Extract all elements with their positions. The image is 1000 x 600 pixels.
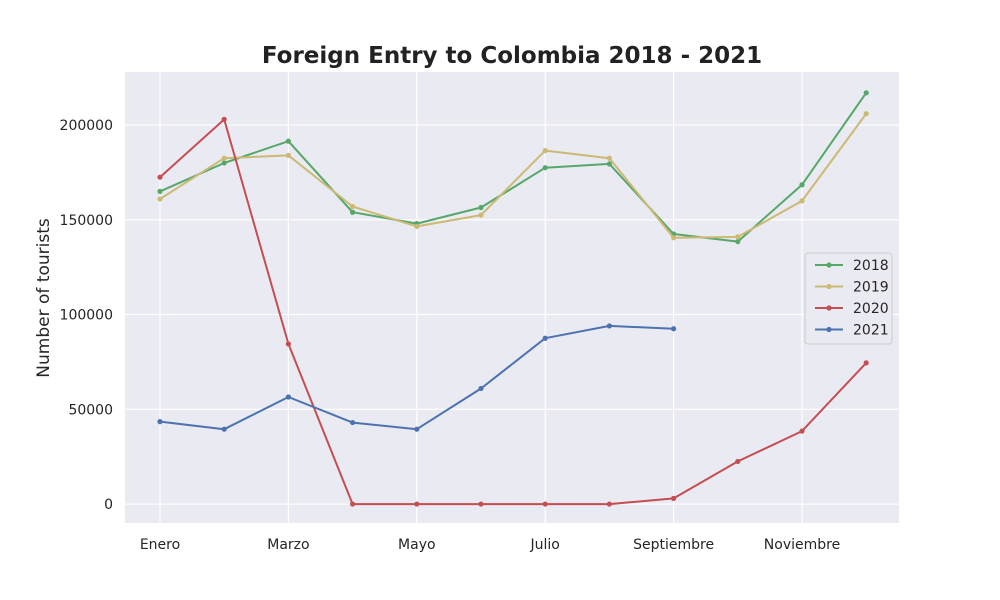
x-tick-labels: Enero Marzo Mayo Julio Septiembre Noviembre	[140, 537, 840, 553]
data-point	[671, 326, 677, 332]
legend-marker	[826, 283, 832, 290]
data-point	[799, 428, 805, 434]
data-point	[735, 234, 741, 240]
legend-marker	[826, 262, 832, 268]
legend: 2018 2019 2020 2021	[804, 252, 893, 345]
series-lines	[157, 90, 869, 507]
data-point	[478, 212, 484, 218]
data-point	[671, 235, 677, 241]
x-tick-label: Enero	[140, 537, 180, 553]
x-tick-label: Mayo	[398, 537, 436, 553]
data-point	[221, 160, 227, 166]
plot-area	[125, 72, 899, 523]
data-point	[863, 90, 869, 96]
legend-label: 2019	[853, 280, 889, 296]
y-tick-label: 100000	[60, 308, 113, 324]
data-point	[350, 501, 356, 507]
legend-item: 2019	[815, 280, 889, 296]
data-point	[221, 116, 227, 122]
data-point	[606, 501, 613, 507]
data-point	[542, 501, 548, 507]
data-point	[414, 426, 420, 432]
data-point	[221, 426, 227, 432]
legend-label: 2021	[853, 323, 889, 339]
legend-item: 2021	[815, 323, 889, 339]
data-point	[157, 196, 163, 202]
data-point	[350, 203, 356, 210]
data-point	[606, 155, 613, 161]
legend-marker	[826, 326, 832, 333]
x-tick-label: Septiembre	[633, 537, 714, 553]
data-point	[414, 501, 420, 507]
data-point	[157, 188, 163, 194]
data-point	[350, 419, 356, 426]
legend-label: 2020	[853, 301, 889, 317]
chart-title: Foreign Entry to Colombia 2018 - 2021	[262, 43, 762, 69]
x-tick-label: Noviembre	[764, 537, 840, 553]
data-point	[542, 148, 548, 154]
data-point	[285, 152, 291, 158]
y-axis-label: Number of tourists	[34, 218, 54, 378]
x-tick-label: Julio	[530, 537, 560, 553]
data-point	[863, 360, 869, 366]
data-point	[285, 341, 291, 347]
series-line	[159, 118, 867, 506]
data-point	[799, 198, 805, 204]
legend-label: 2018	[853, 258, 889, 274]
legend-marker	[826, 305, 832, 311]
data-point	[350, 209, 356, 215]
data-point	[799, 182, 805, 188]
y-tick-label: 50000	[68, 402, 113, 418]
data-point	[157, 174, 163, 180]
data-point	[542, 165, 548, 171]
y-tick-labels: 0 50000 100000 150000 200000	[60, 118, 113, 513]
legend-box	[804, 252, 893, 345]
data-point	[221, 155, 227, 161]
y-tick-label: 200000	[60, 118, 113, 134]
data-point	[735, 238, 741, 245]
data-point	[735, 458, 741, 465]
data-point	[285, 138, 291, 144]
x-tick-label: Marzo	[267, 537, 309, 553]
data-point	[478, 204, 484, 211]
legend-item: 2018	[815, 258, 889, 274]
data-point	[285, 394, 291, 400]
legend-item: 2020	[815, 301, 889, 317]
data-point	[542, 335, 548, 341]
series-2019	[157, 111, 869, 241]
data-point	[157, 419, 163, 425]
data-point	[478, 385, 484, 392]
y-tick-label: 150000	[60, 213, 113, 229]
series-line	[159, 92, 868, 243]
series-2018	[157, 90, 869, 245]
data-point	[606, 161, 613, 167]
data-point	[671, 495, 677, 501]
data-point	[414, 223, 420, 230]
data-point	[478, 501, 484, 507]
data-point	[606, 323, 613, 329]
series-2021	[157, 323, 677, 432]
y-tick-label: 0	[104, 497, 113, 513]
series-line	[159, 113, 868, 239]
data-point	[863, 111, 869, 117]
series-2020	[157, 116, 869, 507]
